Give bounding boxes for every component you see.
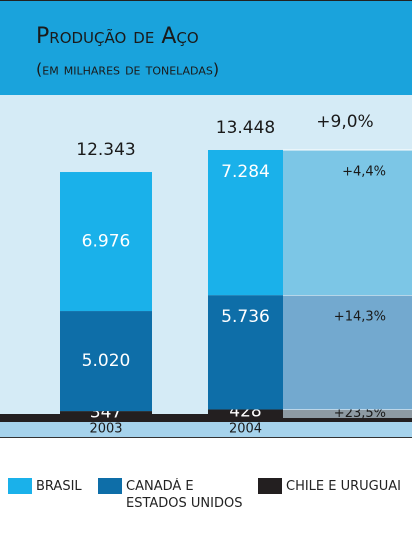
change-band	[283, 150, 412, 296]
legend: BRASIL CANADÁ E ESTADOS UNIDOS CHILE E URU…	[8, 478, 412, 528]
legend-swatch	[98, 478, 122, 494]
legend-item: BRASIL	[8, 478, 98, 495]
legend-swatch	[258, 478, 282, 494]
legend-label: BRASIL	[36, 479, 82, 494]
change-label: +4,4%	[342, 165, 386, 180]
header	[0, 0, 412, 95]
chart-title: Produção de Aço	[36, 24, 199, 49]
total-label: 13.448	[216, 118, 275, 138]
bar-segment	[208, 295, 283, 410]
baseline	[0, 414, 412, 422]
total-change-label: +9,0%	[316, 112, 373, 132]
legend-label: CANADÁ E ESTADOS UNIDOS	[126, 479, 243, 511]
legend-label: CHILE E URUGUAI	[286, 479, 402, 494]
total-label: 12.343	[76, 140, 135, 160]
bar-segment	[60, 411, 152, 418]
chart: Produção de Aço (em milhares de tonelada…	[0, 0, 412, 438]
change-band	[283, 409, 412, 418]
change-band	[283, 295, 412, 410]
bar-segment	[60, 311, 152, 412]
legend-item: CHILE E URUGUAI	[258, 478, 412, 495]
legend-swatch	[8, 478, 32, 494]
x-tick-label: 2004	[229, 422, 262, 437]
year-row	[0, 420, 412, 437]
chart-subtitle: (em milhares de toneladas)	[36, 60, 219, 79]
change-label: +14,3%	[334, 310, 386, 325]
bar-segment	[208, 409, 283, 418]
legend-item: CANADÁ E ESTADOS UNIDOS	[98, 478, 248, 512]
bar-segment	[60, 172, 152, 312]
bar-segment	[208, 150, 283, 296]
value-label: 6.976	[82, 232, 131, 252]
value-label: 5.736	[221, 307, 270, 327]
change-label: +23,5%	[334, 406, 386, 421]
value-label: 5.020	[82, 351, 131, 371]
value-label: 7.284	[221, 162, 270, 182]
x-tick-label: 2003	[89, 422, 122, 437]
